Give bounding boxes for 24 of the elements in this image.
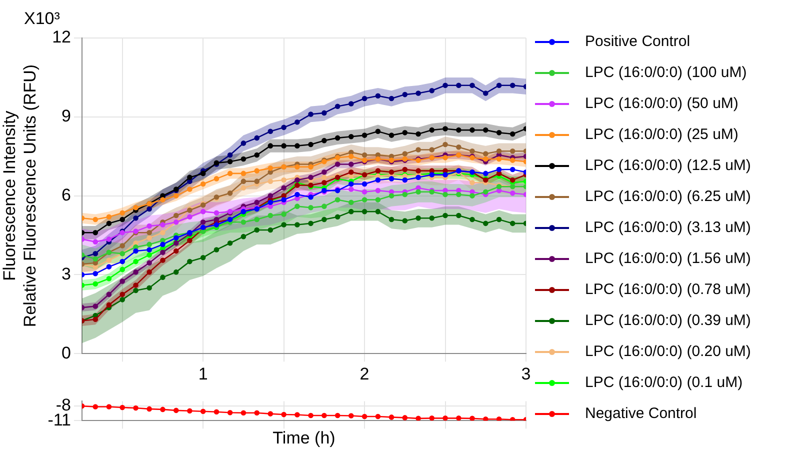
legend-label: LPC (16:0/0:0) (0.39 uM) bbox=[585, 312, 751, 329]
legend-label: LPC (16:0/0:0) (3.13 uM) bbox=[585, 219, 751, 236]
legend-label: LPC (16:0/0:0) (100 uM) bbox=[585, 64, 747, 81]
legend-label: LPC (16:0/0:0) (50 uM) bbox=[585, 95, 738, 112]
legend-label: Positive Control bbox=[585, 33, 690, 50]
y-tick-label: 3 bbox=[62, 264, 71, 284]
legend-label: LPC (16:0/0:0) (1.56 uM) bbox=[585, 250, 751, 267]
legend-label: LPC (16:0/0:0) (6.25 uM) bbox=[585, 188, 751, 205]
y-axis-title: Fluorescence Intensity Relative Fluorescence Units (RFU) bbox=[0, 64, 40, 328]
text: X10³ bbox=[24, 9, 60, 28]
y-tick-label: 6 bbox=[62, 185, 71, 204]
x-tick-label: 1 bbox=[198, 364, 208, 384]
legend-label: LPC (16:0/0:0) (0.20 uM) bbox=[585, 343, 751, 360]
y-tick-label: 0 bbox=[62, 343, 71, 362]
y-tick-label: 12 bbox=[52, 28, 71, 47]
legend-label: Negative Control bbox=[585, 405, 697, 422]
x-tick-label: 2 bbox=[360, 364, 370, 384]
x-tick-label: 3 bbox=[521, 364, 531, 384]
legend-label: LPC (16:0/0:0) (0.78 uM) bbox=[585, 281, 751, 298]
x-axis-title: Time (h) bbox=[272, 428, 336, 448]
legend-label: LPC (16:0/0:0) (0.1 uM) bbox=[585, 374, 743, 391]
legend-label: LPC (16:0/0:0) (25 uM) bbox=[585, 126, 738, 143]
legend-label: LPC (16:0/0:0) (12.5 uM) bbox=[585, 157, 751, 174]
y-tick-label: 9 bbox=[62, 106, 71, 126]
